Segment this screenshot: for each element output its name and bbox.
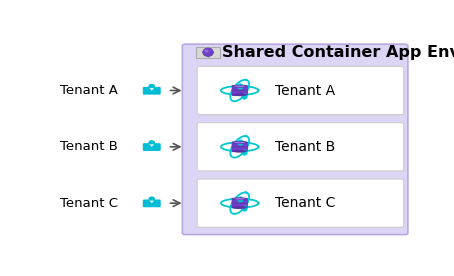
Ellipse shape bbox=[233, 198, 247, 200]
FancyBboxPatch shape bbox=[232, 86, 247, 95]
Ellipse shape bbox=[233, 146, 247, 148]
Ellipse shape bbox=[233, 85, 247, 87]
Text: Tenant A: Tenant A bbox=[60, 84, 118, 97]
FancyBboxPatch shape bbox=[143, 87, 161, 95]
Text: Tenant C: Tenant C bbox=[60, 197, 118, 210]
Ellipse shape bbox=[233, 202, 247, 204]
Ellipse shape bbox=[203, 48, 213, 57]
Text: Tenant C: Tenant C bbox=[275, 196, 335, 210]
Text: Shared Container App Environment: Shared Container App Environment bbox=[222, 45, 454, 60]
Polygon shape bbox=[149, 88, 154, 91]
Ellipse shape bbox=[233, 142, 247, 144]
Ellipse shape bbox=[233, 206, 247, 208]
FancyBboxPatch shape bbox=[183, 44, 408, 235]
FancyBboxPatch shape bbox=[197, 123, 404, 171]
Ellipse shape bbox=[148, 140, 155, 145]
Polygon shape bbox=[149, 144, 154, 147]
FancyBboxPatch shape bbox=[143, 200, 161, 207]
Text: Tenant B: Tenant B bbox=[60, 140, 118, 153]
Text: Tenant B: Tenant B bbox=[275, 140, 335, 154]
FancyBboxPatch shape bbox=[197, 67, 404, 115]
Ellipse shape bbox=[204, 50, 209, 52]
Ellipse shape bbox=[233, 90, 247, 91]
Ellipse shape bbox=[233, 150, 247, 152]
Polygon shape bbox=[149, 201, 154, 203]
Text: Tenant A: Tenant A bbox=[275, 84, 335, 97]
FancyBboxPatch shape bbox=[207, 47, 220, 58]
Ellipse shape bbox=[148, 197, 155, 201]
FancyBboxPatch shape bbox=[143, 143, 161, 151]
Ellipse shape bbox=[233, 94, 247, 96]
Ellipse shape bbox=[148, 84, 155, 88]
FancyBboxPatch shape bbox=[197, 179, 404, 227]
FancyBboxPatch shape bbox=[232, 198, 247, 208]
FancyBboxPatch shape bbox=[232, 142, 247, 152]
FancyBboxPatch shape bbox=[196, 47, 208, 58]
